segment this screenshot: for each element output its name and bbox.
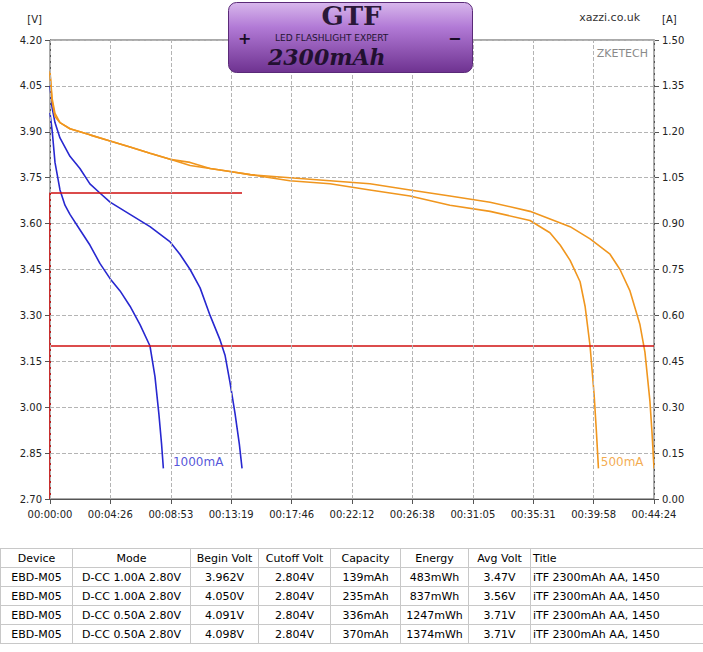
- svg-text:0.90: 0.90: [662, 218, 684, 229]
- html-text:139mAh: 139mAh: [342, 570, 389, 584]
- html-text:4.050V: 4.050V: [205, 589, 244, 603]
- svg-text:2.85: 2.85: [20, 448, 42, 459]
- svg-text:00:31:05: 00:31:05: [450, 509, 495, 520]
- html-text:3.71V: 3.71V: [483, 608, 516, 622]
- html-text:iTF 2300mAh AA, 1450: iTF 2300mAh AA, 1450: [533, 570, 660, 584]
- svg-text:500mA: 500mA: [601, 455, 645, 469]
- svg-text:4.05: 4.05: [20, 80, 42, 91]
- html-text:D-CC 0.50A 2.80V: D-CC 0.50A 2.80V: [82, 627, 181, 641]
- svg-text:xazzi.co.uk: xazzi.co.uk: [579, 11, 640, 24]
- svg-text:ZKETECH: ZKETECH: [597, 47, 648, 60]
- html-text:483mWh: 483mWh: [409, 570, 460, 584]
- html-text:Cutoff Volt: Cutoff Volt: [265, 551, 324, 565]
- svg-text:4.20: 4.20: [20, 35, 42, 46]
- svg-text:1000mA: 1000mA: [173, 455, 224, 469]
- svg-text:0.00: 0.00: [662, 494, 684, 505]
- svg-text:3.00: 3.00: [20, 402, 42, 413]
- svg-text:00:22:12: 00:22:12: [330, 509, 375, 520]
- svg-text:[A]: [A]: [662, 14, 677, 25]
- html-text:235mAh: 235mAh: [342, 589, 389, 603]
- html-text:2.804V: 2.804V: [275, 627, 314, 641]
- html-text:3.71V: 3.71V: [483, 627, 516, 641]
- html-text:Capacity: Capacity: [341, 551, 390, 565]
- svg-text:1.35: 1.35: [662, 80, 684, 91]
- svg-text:0.45: 0.45: [662, 356, 684, 367]
- html-text:2.804V: 2.804V: [275, 589, 314, 603]
- svg-text:0.15: 0.15: [662, 448, 684, 459]
- svg-text:3.75: 3.75: [20, 172, 42, 183]
- svg-text:0.60: 0.60: [662, 310, 684, 321]
- html-text:2.804V: 2.804V: [275, 608, 314, 622]
- svg-text:00:17:46: 00:17:46: [269, 509, 314, 520]
- svg-text:2300mAh: 2300mAh: [267, 44, 386, 70]
- svg-text:3.45: 3.45: [20, 264, 42, 275]
- html-text:iTF 2300mAh AA, 1450: iTF 2300mAh AA, 1450: [533, 627, 660, 641]
- html-text:EBD-M05: EBD-M05: [11, 570, 62, 584]
- svg-text:1.05: 1.05: [662, 172, 684, 183]
- svg-text:[V]: [V]: [27, 14, 42, 25]
- svg-text:GTF: GTF: [321, 1, 382, 31]
- html-text:EBD-M05: EBD-M05: [11, 589, 62, 603]
- html-text:1374mWh: 1374mWh: [406, 627, 463, 641]
- html-text:Mode: Mode: [116, 551, 147, 565]
- svg-text:3.60: 3.60: [20, 218, 42, 229]
- html-text:4.091V: 4.091V: [205, 608, 244, 622]
- svg-text:0.75: 0.75: [662, 264, 684, 275]
- svg-text:00:35:31: 00:35:31: [511, 509, 556, 520]
- svg-text:00:04:26: 00:04:26: [88, 509, 133, 520]
- html-text:3.47V: 3.47V: [483, 570, 516, 584]
- html-text:EBD-M05: EBD-M05: [11, 627, 62, 641]
- svg-text:0.30: 0.30: [662, 402, 684, 413]
- html-text:Title: Title: [533, 551, 557, 565]
- html-text:Energy: Energy: [415, 551, 454, 565]
- svg-text:3.90: 3.90: [20, 126, 42, 137]
- html-text:Device: Device: [17, 551, 56, 565]
- svg-text:1.50: 1.50: [662, 35, 684, 46]
- html-text:2.804V: 2.804V: [275, 570, 314, 584]
- svg-text:00:08:53: 00:08:53: [148, 509, 193, 520]
- svg-text:−: −: [448, 29, 461, 48]
- html-text:EBD-M05: EBD-M05: [11, 608, 62, 622]
- html-text:370mAh: 370mAh: [342, 627, 389, 641]
- html-text:4.098V: 4.098V: [205, 627, 244, 641]
- html-text:D-CC 0.50A 2.80V: D-CC 0.50A 2.80V: [82, 608, 181, 622]
- svg-text:3.15: 3.15: [20, 356, 42, 367]
- html-text:D-CC 1.00A 2.80V: D-CC 1.00A 2.80V: [82, 589, 181, 603]
- html-text:iTF 2300mAh AA, 1450: iTF 2300mAh AA, 1450: [533, 589, 660, 603]
- svg-text:00:13:19: 00:13:19: [209, 509, 254, 520]
- html-text:3.962V: 3.962V: [205, 570, 244, 584]
- svg-text:+: +: [238, 29, 251, 48]
- html-text:3.56V: 3.56V: [483, 589, 516, 603]
- svg-text:LED FLASHLIGHT EXPERT: LED FLASHLIGHT EXPERT: [275, 33, 389, 43]
- html-text:D-CC 1.00A 2.80V: D-CC 1.00A 2.80V: [82, 570, 181, 584]
- svg-text:00:26:38: 00:26:38: [390, 509, 435, 520]
- html-text:Begin Volt: Begin Volt: [196, 551, 253, 565]
- svg-text:00:00:00: 00:00:00: [28, 509, 73, 520]
- svg-text:1.20: 1.20: [662, 126, 684, 137]
- svg-text:00:44:24: 00:44:24: [632, 509, 677, 520]
- svg-text:2.70: 2.70: [20, 494, 42, 505]
- html-text:336mAh: 336mAh: [342, 608, 389, 622]
- html-text:837mWh: 837mWh: [409, 589, 460, 603]
- html-text:iTF 2300mAh AA, 1450: iTF 2300mAh AA, 1450: [533, 608, 660, 622]
- svg-text:00:39:58: 00:39:58: [571, 509, 616, 520]
- html-text:Avg Volt: Avg Volt: [477, 551, 522, 565]
- html-text:1247mWh: 1247mWh: [406, 608, 463, 622]
- svg-text:3.30: 3.30: [20, 310, 42, 321]
